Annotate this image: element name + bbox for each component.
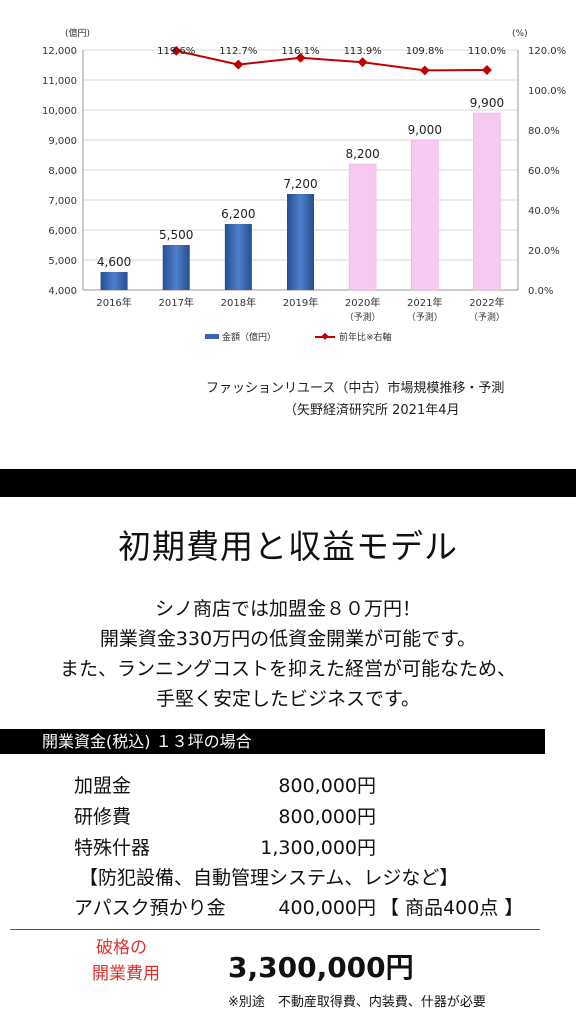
x-tick-label: 2020年 — [345, 296, 380, 309]
left-tick-label: 10,000 — [42, 106, 77, 117]
bar-value-label: 9,900 — [470, 96, 504, 110]
bar — [287, 194, 314, 290]
right-tick-label: 0.0% — [528, 286, 553, 297]
x-tick-label: 2017年 — [158, 296, 193, 309]
bar — [162, 245, 190, 290]
bar — [348, 163, 377, 291]
section-divider-band — [0, 469, 576, 497]
bar-value-label: 9,000 — [408, 123, 442, 137]
left-tick-label: 11,000 — [42, 76, 77, 87]
right-tick-label: 40.0% — [528, 206, 560, 217]
right-tick-label: 80.0% — [528, 126, 560, 137]
legend-line-marker — [321, 332, 329, 340]
fixtures-label: 特殊什器 — [74, 837, 151, 859]
x-tick-label: 2022年 — [469, 296, 504, 309]
bar-value-label: 6,200 — [221, 207, 255, 221]
left-tick-label: 7,000 — [48, 196, 77, 207]
bar — [473, 112, 501, 291]
ratio-value-label: 112.7% — [219, 46, 257, 57]
source-line-1: ファッションリユース（中古）市場規模推移・予測 — [206, 381, 505, 396]
total-value: 3,300,000円 — [228, 951, 414, 984]
total-note: ※別途 不動産取得費、内装費、什器が必要 — [228, 995, 486, 1010]
ratio-point — [233, 59, 244, 70]
intro-line: 開業資金330万円の低資金開業が可能です。 — [99, 628, 477, 650]
x-tick-label: 2021年 — [407, 296, 442, 309]
divider-line — [10, 929, 540, 930]
fixtures-note: 【防犯設備、自動管理システム、レジなど】 — [79, 867, 459, 889]
x-tick-sublabel: （予測） — [469, 311, 505, 323]
intro-line: シノ商店では加盟金８０万円！ — [154, 598, 421, 620]
bar — [224, 224, 252, 290]
intro-text: シノ商店では加盟金８０万円！ 開業資金330万円の低資金開業が可能です。 また、… — [0, 594, 576, 714]
x-tick-sublabel: （予測） — [345, 311, 381, 323]
section-title: 初期費用と収益モデル — [118, 527, 458, 566]
x-tick-label: 2019年 — [283, 296, 318, 309]
right-tick-label: 20.0% — [528, 246, 560, 257]
bar-value-label: 4,600 — [97, 255, 131, 269]
bar — [100, 272, 128, 290]
left-tick-label: 6,000 — [48, 226, 77, 237]
total-label-line-1: 破格の — [96, 938, 147, 958]
x-tick-sublabel: （予測） — [407, 311, 443, 323]
ratio-value-label: 119.6% — [157, 46, 195, 57]
left-tick-label: 4,000 — [48, 286, 77, 297]
fee-label: 加盟金 — [74, 775, 132, 797]
source-line-2: （矢野経済研究所 2021年4月 — [284, 403, 460, 418]
right-axis-unit: (%) — [512, 29, 528, 39]
ratio-point — [357, 57, 368, 68]
ratio-value-label: 109.8% — [406, 46, 444, 57]
intro-line: また、ランニングコストを抑えた経営が可能なため、 — [59, 658, 516, 680]
total-label-line-2: 開業費用 — [92, 964, 160, 984]
right-tick-label: 100.0% — [528, 86, 566, 97]
left-tick-label: 8,000 — [48, 166, 77, 177]
training-label: 研修費 — [74, 806, 132, 828]
ratio-line — [175, 49, 487, 72]
bar-value-label: 7,200 — [283, 177, 317, 191]
legend-line-label: 前年比※右軸 — [339, 331, 392, 343]
bar — [411, 139, 439, 291]
ratio-value-label: 113.9% — [344, 46, 382, 57]
training-value: 800,000円 — [278, 806, 376, 828]
bar-value-label: 5,500 — [159, 228, 193, 242]
ratio-value-label: 110.0% — [468, 46, 506, 57]
left-tick-label: 9,000 — [48, 136, 77, 147]
right-tick-label: 60.0% — [528, 166, 560, 177]
fixtures-value: 1,300,000円 — [260, 837, 376, 859]
ratio-value-label: 116.1% — [281, 46, 319, 57]
deposit-label: アパスク預かり金 — [74, 897, 226, 919]
ratio-point — [171, 45, 182, 56]
cost-subheading: 開業資金(税込) １３坪の場合 — [0, 729, 545, 754]
legend-bar-label: 金額（億円） — [222, 331, 276, 343]
right-tick-label: 120.0% — [528, 46, 566, 57]
deposit-note: 【 商品400点 】 — [380, 897, 524, 919]
left-axis-unit: (億円) — [65, 27, 90, 39]
market-chart: 4,000 5,000 6,000 7,000 8,000 9,000 10,000 11,0… — [42, 27, 566, 343]
bar-value-label: 8,200 — [345, 147, 379, 161]
ratio-point — [419, 65, 430, 76]
deposit-value: 400,000円 — [278, 897, 376, 919]
left-tick-label: 12,000 — [42, 46, 77, 57]
fee-value: 800,000円 — [278, 775, 376, 797]
ratio-point — [481, 65, 492, 75]
x-tick-label: 2016年 — [96, 296, 131, 309]
legend-bar-swatch — [205, 334, 219, 339]
x-tick-label: 2018年 — [221, 296, 256, 309]
intro-line: 手堅く安定したビジネスです。 — [155, 688, 421, 710]
left-tick-label: 5,000 — [48, 256, 77, 267]
